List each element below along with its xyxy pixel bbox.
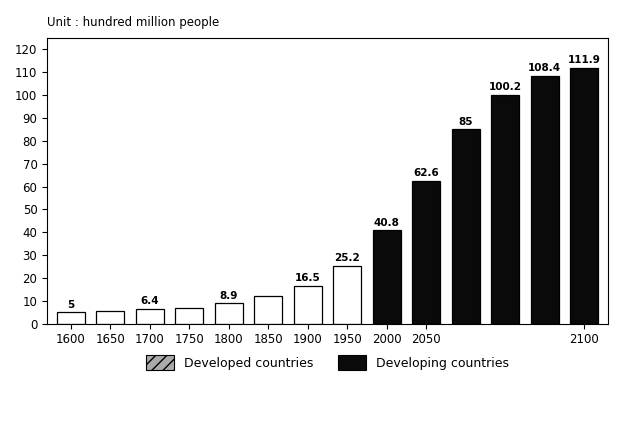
- Bar: [294, 286, 321, 324]
- Bar: [412, 181, 440, 324]
- Bar: [57, 312, 85, 324]
- Bar: [531, 76, 559, 324]
- Bar: [97, 311, 124, 324]
- Text: 25.2: 25.2: [335, 253, 360, 263]
- Bar: [215, 303, 242, 324]
- Bar: [571, 68, 598, 324]
- Bar: [254, 296, 282, 324]
- Text: 111.9: 111.9: [568, 55, 601, 65]
- Bar: [373, 230, 401, 324]
- Text: 6.4: 6.4: [140, 296, 159, 306]
- Text: 100.2: 100.2: [489, 82, 522, 92]
- Bar: [333, 266, 361, 324]
- Text: 85: 85: [459, 117, 473, 127]
- Text: 16.5: 16.5: [295, 273, 321, 283]
- Text: Unit : hundred million people: Unit : hundred million people: [47, 16, 219, 30]
- Bar: [176, 308, 203, 324]
- Text: 40.8: 40.8: [374, 218, 400, 228]
- Bar: [136, 309, 164, 324]
- Text: 62.6: 62.6: [414, 168, 439, 178]
- Text: 108.4: 108.4: [528, 63, 561, 73]
- Text: 8.9: 8.9: [220, 291, 238, 301]
- Legend: Developed countries, Developing countries: Developed countries, Developing countrie…: [141, 350, 514, 375]
- Text: 5: 5: [67, 299, 74, 309]
- Bar: [452, 129, 480, 324]
- Bar: [492, 95, 519, 324]
